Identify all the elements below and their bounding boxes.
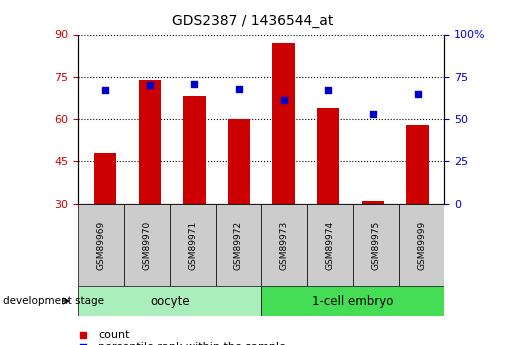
Bar [124,204,170,286]
Bar [362,201,384,204]
Point [101,88,109,93]
Bar [78,204,124,286]
Text: percentile rank within the sample: percentile rank within the sample [98,342,286,345]
Text: GSM89975: GSM89975 [371,220,380,269]
Text: 1-cell embryo: 1-cell embryo [312,295,393,307]
Point [79,332,87,337]
Text: GSM89973: GSM89973 [280,220,289,269]
Point [79,344,87,345]
Text: GSM89971: GSM89971 [188,220,197,269]
Point [190,81,198,86]
Point [235,86,243,91]
Bar [262,286,444,316]
Text: development stage: development stage [3,296,104,306]
Bar [228,119,250,204]
Text: GDS2387 / 1436544_at: GDS2387 / 1436544_at [172,14,333,28]
Bar [78,286,262,316]
Bar [353,204,398,286]
Text: count: count [98,330,130,339]
Text: GSM89974: GSM89974 [326,220,334,269]
Bar [398,204,444,286]
Point [145,82,154,88]
Text: GSM89999: GSM89999 [417,220,426,269]
Bar [94,153,116,204]
Bar [183,97,206,204]
Bar [307,204,353,286]
Text: GSM89969: GSM89969 [96,220,106,269]
Bar [407,125,429,204]
Bar [317,108,339,204]
Text: GSM89972: GSM89972 [234,220,243,269]
Point [324,88,332,93]
Bar [170,204,216,286]
Point [280,98,288,103]
Point [414,91,422,96]
Bar [138,80,161,204]
Bar [273,43,295,204]
Text: oocyte: oocyte [150,295,189,307]
Bar [216,204,262,286]
Bar [262,204,307,286]
Text: GSM89970: GSM89970 [142,220,152,269]
Point [369,111,377,117]
